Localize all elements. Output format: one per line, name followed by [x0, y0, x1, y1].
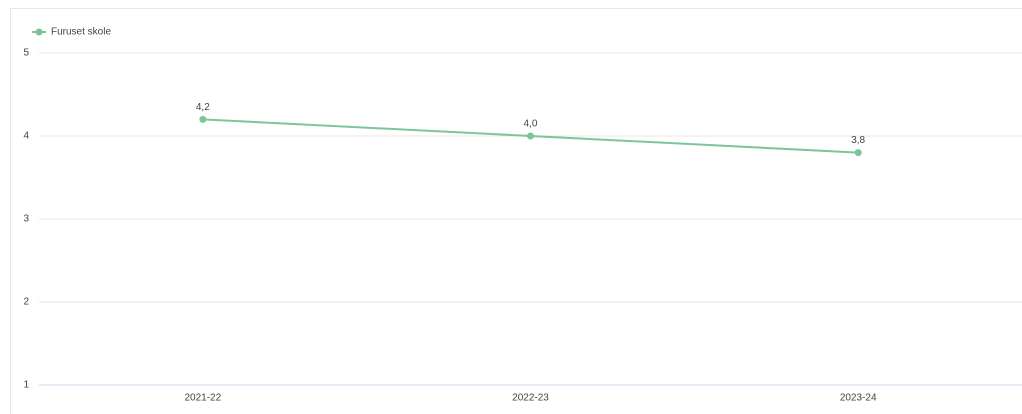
legend-label: Furuset skole: [51, 27, 111, 38]
data-point: [199, 115, 207, 123]
data-point: [854, 149, 862, 157]
y-tick-label: 1: [23, 380, 29, 391]
y-tick-label: 3: [23, 214, 29, 225]
x-tick-label: 2022-23: [512, 393, 549, 404]
y-tick-label: 2: [23, 297, 29, 308]
data-label: 4,0: [524, 119, 538, 130]
data-label: 3,8: [851, 135, 865, 146]
card: [10, 8, 1022, 414]
x-tick-label: 2021-22: [184, 393, 221, 404]
x-tick-label: 2023-24: [840, 393, 877, 404]
data-label: 4,2: [196, 102, 210, 113]
y-tick-label: 5: [23, 48, 29, 59]
data-point: [527, 132, 534, 140]
y-tick-label: 4: [23, 131, 29, 142]
legend-marker: [35, 28, 43, 36]
